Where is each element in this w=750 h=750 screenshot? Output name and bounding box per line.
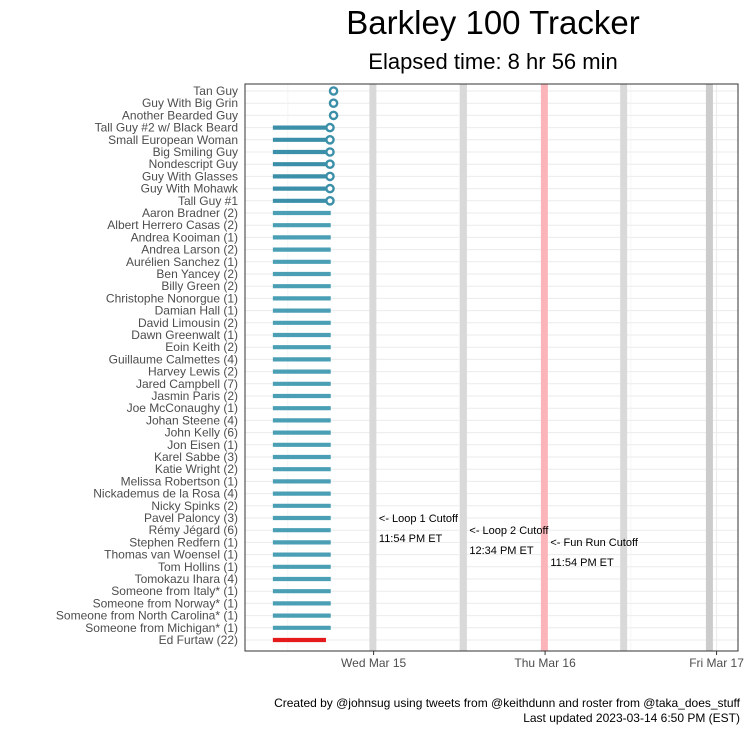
runner-label: Small European Woman — [108, 133, 238, 147]
runner-label: Andrea Kooiman (1) — [131, 230, 238, 244]
runner-label: Karel Sabbe (3) — [154, 450, 238, 464]
runner-bars — [272, 86, 339, 643]
runner-label: Nondescript Guy — [149, 157, 238, 171]
runner-label: Joe McConaughy (1) — [127, 401, 238, 415]
runner-label: Jared Campbell (7) — [136, 377, 238, 391]
runner-label: Aurélien Sanchez (1) — [126, 255, 238, 269]
runner-label: Jasmin Paris (2) — [151, 389, 238, 403]
x-tick-label: Fri Mar 17 — [689, 656, 744, 670]
runner-label: Harvey Lewis (2) — [148, 365, 238, 379]
cutoff-band — [459, 84, 467, 651]
x-tick-label: Thu Mar 16 — [514, 656, 576, 670]
runner-label: Another Bearded Guy — [122, 108, 238, 122]
runner-position-marker — [325, 183, 335, 194]
cutoff-label: <- Fun Run Cutoff — [550, 537, 638, 549]
runner-position-marker — [325, 122, 335, 133]
runner-position-marker — [325, 159, 335, 169]
chart-subtitle: Elapsed time: 8 hr 56 min — [368, 49, 617, 74]
runner-position-marker — [328, 98, 339, 108]
runner-label: Nickademus de la Rosa (4) — [93, 487, 238, 501]
cutoff-annotations: <- Loop 1 Cutoff 11:54 PM ET <- Loop 2 Cut… — [379, 513, 639, 569]
runner-label: Katie Wright (2) — [155, 462, 238, 476]
runner-label: Someone from Michigan* (1) — [85, 621, 238, 635]
runner-label: Nicky Spinks (2) — [151, 499, 238, 513]
runner-label: Eoin Keith (2) — [165, 340, 238, 354]
runner-label: Aaron Bradner (2) — [142, 206, 238, 220]
runner-label: Tan Guy — [193, 84, 238, 98]
runner-label: Pavel Paloncy (3) — [144, 511, 238, 525]
runner-label: Ben Yancey (2) — [156, 267, 238, 281]
runner-label: Someone from North Carolina* (1) — [56, 609, 238, 623]
runner-label: Jon Eisen (1) — [167, 438, 238, 452]
runner-label: Big Smiling Guy — [153, 145, 238, 159]
runner-position-marker — [325, 147, 335, 157]
runner-label: Guy With Mohawk — [141, 182, 239, 196]
runner-label: Someone from Norway* (1) — [93, 596, 238, 610]
chart-title: Barkley 100 Tracker — [346, 4, 639, 41]
runner-label: Damian Hall (1) — [155, 304, 238, 318]
runner-label: Rémy Jégard (6) — [149, 523, 238, 537]
runner-label: Dawn Greenwalt (1) — [131, 328, 238, 342]
runner-label: Stephen Redfern (1) — [129, 535, 238, 549]
runner-label: Tom Hollins (1) — [158, 560, 238, 574]
runner-label: Melissa Robertson (1) — [121, 474, 238, 488]
runner-label: Tall Guy #2 w/ Black Beard — [95, 121, 238, 135]
runner-label: Someone from Italy* (1) — [111, 584, 238, 598]
cutoff-time: 11:54 PM ET — [379, 533, 443, 545]
x-axis: Wed Mar 15 Thu Mar 16 Fri Mar 17 — [341, 651, 744, 670]
plot-border — [244, 83, 739, 652]
runner-label: Ed Furtaw (22) — [159, 633, 238, 647]
caption-credit: Created by @johnsug using tweets from @k… — [274, 696, 741, 710]
runner-label: Guy With Big Grin — [142, 96, 238, 110]
cutoff-label: <- Loop 2 Cutoff — [469, 525, 549, 537]
x-tick-label: Wed Mar 15 — [341, 656, 406, 670]
cutoff-band — [620, 84, 628, 651]
runner-label: Thomas van Woensel (1) — [104, 548, 238, 562]
cutoff-time: 12:34 PM ET — [469, 545, 533, 557]
cutoff-bands — [369, 84, 713, 651]
runner-label: Andrea Larson (2) — [141, 243, 238, 257]
runner-label: David Limousin (2) — [138, 316, 238, 330]
runner-label: Billy Green (2) — [161, 279, 238, 293]
runner-label: Tall Guy #1 — [178, 194, 238, 208]
runner-label: Tomokazu Ihara (4) — [135, 572, 238, 586]
runner-label: Guillaume Calmettes (4) — [109, 352, 238, 366]
runner-position-marker — [325, 195, 335, 206]
cutoff-band — [540, 84, 548, 651]
runner-label: Albert Herrero Casas (2) — [107, 218, 238, 232]
runner-position-marker — [328, 86, 339, 96]
runner-position-marker — [325, 134, 335, 145]
runner-label: Christophe Nonorgue (1) — [106, 291, 238, 305]
runner-label: Johan Steene (4) — [146, 413, 238, 427]
cutoff-band — [705, 84, 713, 651]
runner-label: John Kelly (6) — [165, 426, 238, 440]
runner-position-marker — [328, 110, 339, 121]
cutoff-band — [369, 84, 377, 651]
cutoff-time: 11:54 PM ET — [550, 557, 614, 569]
runner-position-marker — [325, 171, 335, 182]
runner-label: Guy With Glasses — [142, 169, 238, 183]
caption-updated: Last updated 2023-03-14 6:50 PM (EST) — [523, 711, 740, 725]
cutoff-label: <- Loop 1 Cutoff — [379, 513, 459, 525]
